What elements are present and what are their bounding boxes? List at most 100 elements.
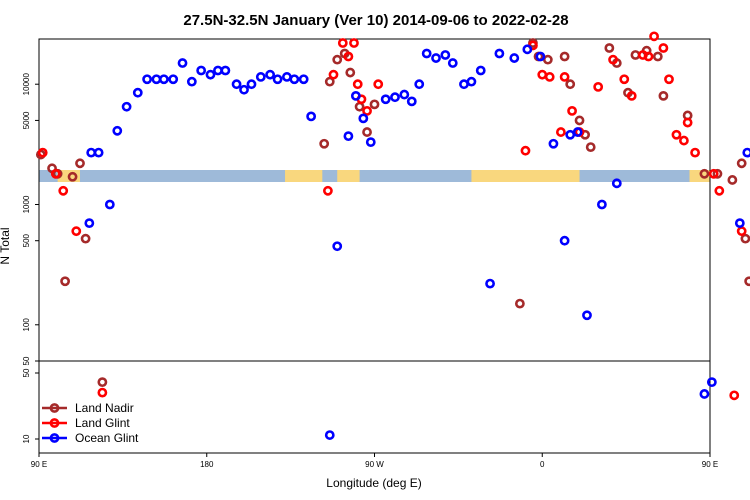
land-nadir-point [736,158,747,169]
ocean-glint-point [485,278,495,289]
land-glint-point [352,79,363,90]
ocean-glint-point [177,58,188,68]
ocean-glint-point [459,79,469,90]
ocean-glint-point [281,72,292,82]
ocean-glint-point [699,389,710,399]
legend-marker-land-glint [49,418,60,428]
land-nadir-point [324,76,335,87]
ocean-glint-point [265,69,276,80]
land-nadir-point [658,90,669,101]
ocean-glint-point [431,53,441,63]
legend-label-ocean-glint: Ocean Glint [75,431,139,445]
y-tick-label: 10 [22,434,31,443]
ocean-glint-point [399,89,410,100]
land-nadir-point [332,54,343,65]
surface-band [39,170,710,182]
land-nadir-point [744,276,750,287]
ocean-glint-point [421,48,432,59]
land-nadir-point [514,298,525,309]
ocean-glint-point [298,74,309,85]
ocean-glint-point [104,199,115,210]
land-nadir-point [60,276,70,287]
land-nadir-point [369,99,380,110]
ocean-glint-point [734,218,745,229]
land-glint-point [58,185,69,196]
ocean-glint-point [142,74,153,85]
land-glint-point [608,54,618,65]
ocean-glint-point [406,96,417,107]
land-nadir-point [585,142,596,153]
ocean-glint-point [151,74,162,85]
land-nadir-point [345,67,356,78]
ocean-glint-point [390,92,400,103]
ocean-glint-point [565,129,576,140]
land-glint-point [664,74,674,85]
ocean-glint-point [611,178,622,189]
ocean-glint-point [186,76,197,87]
land-band-segment [285,170,323,182]
ocean-glint-point [582,310,592,321]
land-glint-point [619,74,630,85]
land-glint-point [729,390,740,401]
y-axis-label: N Total [0,227,12,264]
land-nadir-point [80,233,91,244]
land-nadir-point [319,138,330,149]
x-tick-label: 0 [540,460,545,469]
land-nadir-point [354,101,365,112]
ocean-glint-point [246,79,257,90]
x-axis-label: Longitude (deg E) [326,476,421,490]
ocean-glint-point [196,65,207,76]
ocean-glint-point [447,58,458,68]
land-nadir-point [542,54,553,65]
ocean-glint-point [332,241,343,252]
land-glint-point [71,226,82,237]
ocean-glint-point [272,74,283,85]
land-glint-point [649,31,659,42]
land-nadir-point [727,175,738,185]
ocean-glint-point [350,90,361,101]
land-nadir-point [75,158,85,169]
land-glint-point [349,38,359,48]
land-glint-point [658,43,669,53]
land-nadir-point [604,43,615,53]
land-glint-point [555,127,566,137]
ocean-glint-point [86,147,97,158]
ocean-glint-point [358,113,369,124]
ocean-glint-point [596,199,607,210]
ocean-glint-point [414,79,425,90]
legend-label-land-glint: Land Glint [75,416,130,430]
ocean-glint-point [231,79,242,90]
data-points [35,31,750,440]
land-glint-point [362,105,372,116]
land-glint-point [714,185,725,196]
y-tick-label: 50 [22,356,31,365]
ocean-glint-point [289,74,300,85]
land-glint-point [679,135,689,146]
legend-label-land-nadir: Land Nadir [75,401,134,415]
land-nadir-point [67,171,78,182]
ocean-glint-point [440,50,451,60]
ocean-glint-point [509,53,520,63]
land-glint-point [593,81,604,92]
ocean-glint-point [121,101,132,112]
ocean-glint-point [742,147,750,158]
ocean-glint-point [112,125,123,136]
ocean-glint-point [93,147,104,158]
land-glint-point [343,51,354,62]
land-nadir-point [740,233,750,244]
land-nadir-point [574,115,585,126]
land-nadir-point [97,377,108,388]
land-glint-point [671,129,682,140]
land-glint-point [328,69,339,80]
land-band-segment [689,170,710,182]
land-band-segment [337,170,360,182]
y-tick-label: 1000 [22,195,31,213]
ocean-glint-point [365,137,376,148]
land-nadir-point [559,51,570,62]
x-tick-label: 90 W [365,460,384,469]
land-glint-point [520,145,531,156]
ocean-glint-point [255,72,266,82]
ocean-glint-point [572,127,583,137]
